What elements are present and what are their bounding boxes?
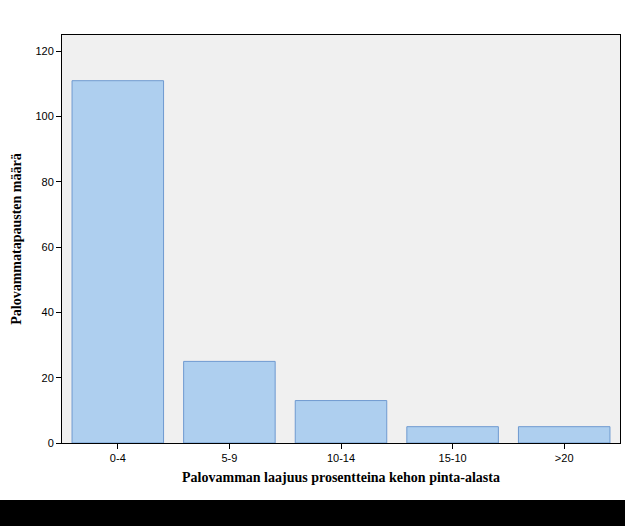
svg-text:15-10: 15-10 [439,452,467,464]
svg-text:40: 40 [42,306,54,318]
svg-text:80: 80 [42,176,54,188]
svg-text:Palovamman laajuus prosenttein: Palovamman laajuus prosentteina kehon pi… [182,470,500,485]
svg-text:120: 120 [35,45,53,57]
svg-text:>20: >20 [555,452,574,464]
svg-text:0-4: 0-4 [110,452,126,464]
svg-text:10-14: 10-14 [327,452,355,464]
svg-text:60: 60 [42,241,54,253]
svg-text:0: 0 [48,437,54,449]
svg-text:20: 20 [42,372,54,384]
svg-text:100: 100 [35,110,53,122]
svg-text:Palovammatapausten määrä: Palovammatapausten määrä [9,153,24,324]
svg-text:5-9: 5-9 [221,452,237,464]
